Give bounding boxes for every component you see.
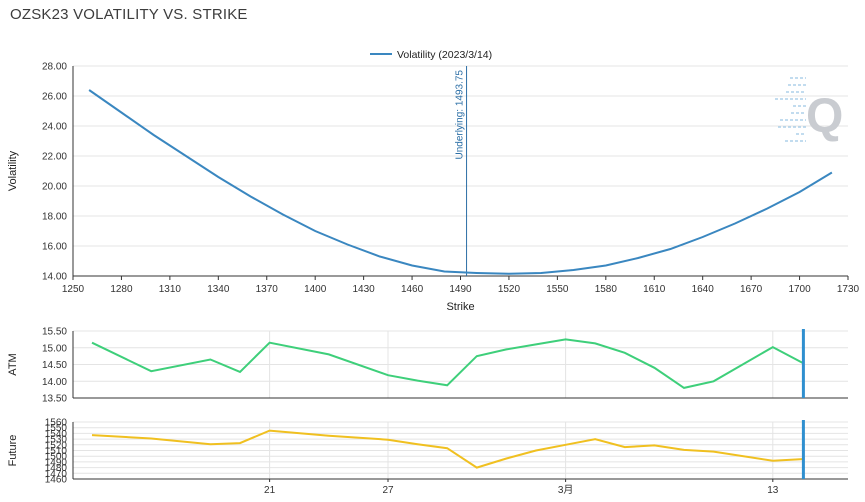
date-tick-label: 21	[264, 485, 276, 496]
y-tick-label: 1530	[45, 435, 68, 446]
x-tick-label: 1280	[110, 284, 133, 295]
date-axis: 21 27 3月 13	[264, 479, 779, 496]
y-tick-label: 26.00	[42, 92, 67, 103]
date-tick-label: 27	[382, 485, 394, 496]
x-tick-label: 1520	[498, 284, 521, 295]
x-tick-label: 1250	[62, 284, 85, 295]
x-tick-label: 1730	[837, 284, 860, 295]
x-tick-label: 1310	[159, 284, 182, 295]
atm-chart: 13.50 14.00 14.50 15.00 15.50 ATM	[7, 327, 848, 405]
y-tick-label: 28.00	[42, 62, 67, 73]
q-logo-text: Q	[806, 90, 843, 143]
future-axes: 1460147014801490150015101520153015401550…	[7, 418, 848, 486]
y-tick-label: 1510	[45, 446, 68, 457]
y-axis-title: Future	[7, 435, 19, 467]
y-tick-label: 16.00	[42, 242, 67, 253]
y-tick-label: 1500	[45, 452, 68, 463]
date-tick-label: 13	[767, 485, 779, 496]
y-tick-label: 1520	[45, 440, 68, 451]
y-tick-label: 14.00	[42, 377, 67, 388]
underlying-annotation: Underlying: 1493.75	[455, 66, 468, 276]
x-tick-label: 1550	[546, 284, 569, 295]
x-tick-label: 1490	[449, 284, 472, 295]
x-tick-label: 1640	[692, 284, 715, 295]
x-tick-label: 1370	[256, 284, 279, 295]
y-tick-label: 15.50	[42, 327, 67, 338]
atm-axes: 13.50 14.00 14.50 15.00 15.50 ATM	[7, 327, 848, 405]
y-tick-label: 1540	[45, 429, 68, 440]
y-axis-title: ATM	[7, 353, 19, 375]
y-tick-label: 1460	[45, 475, 68, 486]
y-tick-label: 1560	[45, 418, 68, 429]
y-tick-label: 1550	[45, 423, 68, 434]
volatility-chart: 14.00 16.00 18.00 20.00 22.00 24.00 26.00 28.00…	[7, 49, 860, 313]
x-tick-label: 1580	[595, 284, 618, 295]
future-line	[91, 429, 803, 469]
x-tick-label: 1700	[788, 284, 811, 295]
y-tick-label: 24.00	[42, 122, 67, 133]
x-tick-label: 1460	[401, 284, 424, 295]
x-tick-label: 1400	[304, 284, 327, 295]
y-tick-label: 18.00	[42, 212, 67, 223]
x-tick-label: 1610	[643, 284, 666, 295]
y-axis-title: Volatility	[7, 150, 19, 191]
y-tick-label: 1480	[45, 463, 68, 474]
y-tick-label: 13.50	[42, 394, 67, 405]
y-tick-label: 14.50	[42, 360, 67, 371]
y-tick-label: 1490	[45, 457, 68, 468]
x-axis-title: Strike	[446, 301, 474, 313]
future-grid	[73, 421, 848, 480]
y-tick-label: 1470	[45, 469, 68, 480]
legend[interactable]: Volatility (2023/3/14)	[370, 49, 492, 61]
atm-line	[91, 338, 803, 389]
page-title: OZSK23 VOLATILITY VS. STRIKE	[10, 6, 248, 23]
y-tick-label: 14.00	[42, 272, 67, 283]
y-tick-label: 22.00	[42, 152, 67, 163]
q-watermark-icon: Q	[775, 77, 843, 143]
x-tick-label: 1340	[207, 284, 230, 295]
x-tick-label: 1430	[353, 284, 376, 295]
future-chart: 1460147014801490150015101520153015401550…	[7, 418, 848, 496]
x-tick-label: 1670	[740, 284, 763, 295]
legend-label: Volatility (2023/3/14)	[397, 49, 492, 61]
y-tick-label: 20.00	[42, 182, 67, 193]
top-axes: 14.00 16.00 18.00 20.00 22.00 24.00 26.00 28.00…	[7, 62, 860, 314]
y-tick-label: 15.00	[42, 343, 67, 354]
date-tick-label: 3月	[558, 484, 574, 496]
underlying-label: Underlying: 1493.75	[455, 70, 466, 160]
volatility-line	[88, 89, 833, 275]
